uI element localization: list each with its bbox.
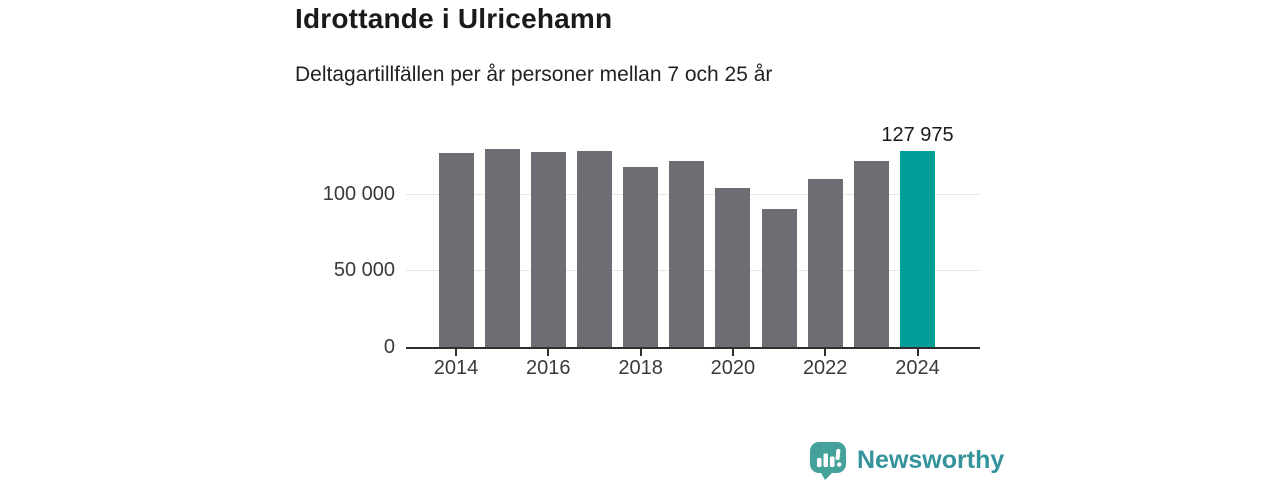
- x-tick-label-2014: 2014: [433, 357, 479, 379]
- x-axis-line: [406, 347, 980, 349]
- x-tick-2014: [455, 349, 457, 356]
- x-tick-2024: [916, 349, 919, 356]
- bar-2015: [484, 148, 520, 347]
- bar-2016: [530, 152, 566, 347]
- x-tick-2020: [731, 349, 734, 356]
- bar-2023: [853, 161, 889, 347]
- bar-2017: [576, 151, 612, 347]
- x-tick-2016: [547, 349, 550, 356]
- x-tick-2018: [639, 349, 642, 356]
- bar-2019: [669, 160, 705, 347]
- bar-2024: [900, 150, 935, 347]
- chart-title: Idrottande i Ulricehamn: [295, 3, 613, 34]
- x-tick-label-2018: 2018: [618, 357, 663, 379]
- x-tick-label-2024: 2024: [895, 357, 940, 379]
- x-tick-2022: [824, 349, 827, 356]
- bar-chart-plot-area: 2014 2016 2018 2020 2022 2024 127 975: [406, 124, 980, 379]
- bar-2014: [438, 153, 474, 347]
- highlight-value-label: 127 975: [881, 123, 954, 146]
- newsworthy-logo-text: Newsworthy: [857, 446, 1005, 474]
- x-tick-label-2016: 2016: [526, 357, 571, 379]
- bar-2021: [761, 209, 797, 347]
- x-tick-label-2020: 2020: [710, 357, 756, 379]
- newsworthy-logo-icon: [810, 442, 846, 480]
- bar-2020: [715, 188, 751, 347]
- bar-2018: [623, 166, 659, 347]
- newsworthy-brand: Newsworthy: [808, 440, 1004, 480]
- chart-subtitle: Deltagartillfällen per år personer mella…: [295, 63, 773, 86]
- y-tick-label-50000: 50 000: [333, 259, 395, 282]
- bar-2022: [807, 179, 843, 347]
- x-tick-label-2022: 2022: [802, 357, 848, 379]
- y-tick-label-100000: 100 000: [322, 182, 395, 205]
- y-tick-label-0: 0: [383, 336, 395, 358]
